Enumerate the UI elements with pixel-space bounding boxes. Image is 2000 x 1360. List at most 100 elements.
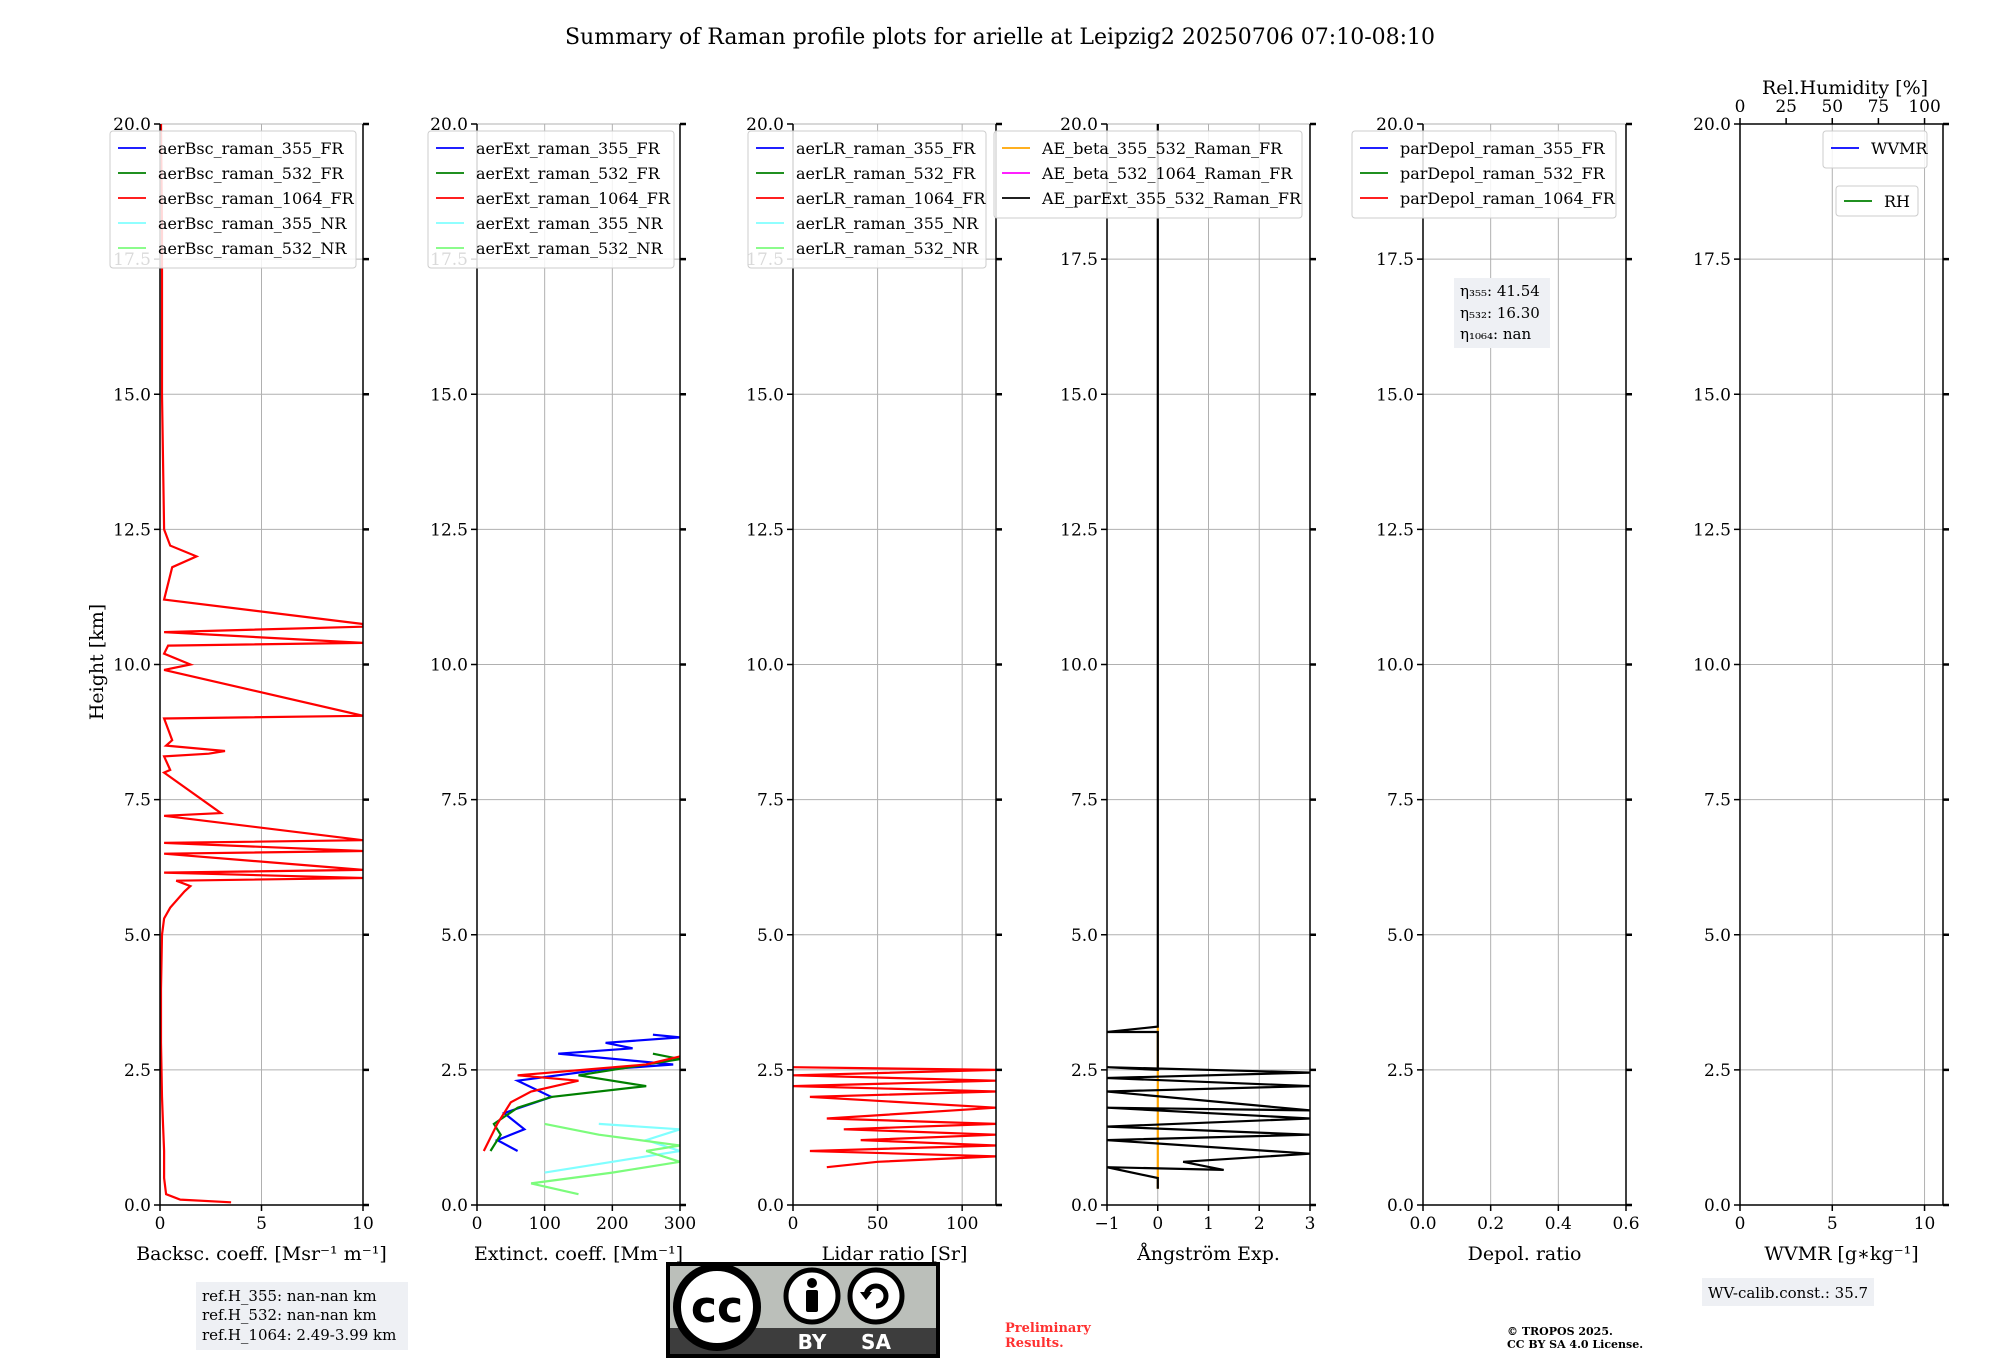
legend: parDepol_raman_355_FR parDepol_raman_532_…	[1351, 130, 1617, 219]
y-tick-label: 10.0	[113, 656, 151, 676]
y-tick-label: 12.5	[1060, 520, 1098, 540]
y-tick-label: 20.0	[1060, 115, 1098, 135]
series-line-aerExt_raman_1064_FR	[482, 1055, 680, 1152]
legend-entry: aerExt_raman_532_NR	[476, 239, 664, 258]
legend-entry: aerExt_raman_355_FR	[476, 139, 661, 158]
legend: aerBsc_raman_355_FR aerBsc_raman_532_FRae…	[109, 130, 357, 269]
y-tick-label: 2.5	[441, 1061, 468, 1081]
series-group	[793, 1066, 996, 1169]
x-tick-label: 50	[867, 1214, 889, 1234]
wv-calib-text: WV-calib.const.: 35.7	[1708, 1284, 1868, 1302]
series-group	[482, 1033, 680, 1196]
y-tick-label: 7.5	[1704, 791, 1731, 811]
y-tick-label: 12.5	[746, 520, 784, 540]
top-x-tick-label: 25	[1775, 97, 1797, 117]
license-sa-text: SA	[861, 1330, 891, 1354]
eta-1064-text: η₁₀₆₄: nan	[1460, 325, 1531, 343]
legend-entry: aerBsc_raman_355_NR	[158, 214, 347, 233]
y-tick-label: 10.0	[430, 656, 468, 676]
x-axis-label: Extinct. coeff. [Mm⁻¹]	[474, 1243, 683, 1265]
y-tick-label: 10.0	[1060, 656, 1098, 676]
panels: 0.02.55.07.510.012.515.017.520.00510Back…	[109, 77, 1949, 1265]
y-tick-label: 10.0	[1376, 656, 1414, 676]
y-tick-label: 0.0	[124, 1196, 151, 1216]
copyright-text-1: © TROPOS 2025.	[1507, 1325, 1613, 1338]
legend: aerLR_raman_355_FR aerLR_raman_532_FR aerL…	[747, 130, 987, 269]
y-tick-label: 2.5	[1071, 1061, 1098, 1081]
legend-entry: aerLR_raman_532_NR	[796, 239, 979, 258]
legend-entry: parDepol_raman_532_FR	[1400, 164, 1606, 183]
x-tick-label: 200	[596, 1214, 628, 1234]
series-group	[160, 124, 363, 1204]
top-x-tick-label: 75	[1868, 97, 1890, 117]
y-tick-label: 7.5	[757, 791, 784, 811]
top-x-tick-label: 50	[1821, 97, 1843, 117]
legend-entry: aerLR_raman_1064_FR	[796, 189, 986, 208]
x-tick-label: 0	[1152, 1214, 1163, 1234]
legend-entry: parDepol_raman_355_FR	[1400, 139, 1606, 158]
legend-entry: AE_beta_355_532_Raman_FR	[1041, 139, 1283, 158]
y-tick-label: 20.0	[113, 115, 151, 135]
x-axis-label: Depol. ratio	[1468, 1243, 1582, 1265]
y-tick-label: 12.5	[1693, 520, 1731, 540]
x-tick-label: 0	[472, 1214, 483, 1234]
license-by-text: BY	[798, 1330, 827, 1354]
legend-entry: aerLR_raman_355_NR	[796, 214, 979, 233]
series-line-aerExt_raman_532_NR	[530, 1122, 680, 1196]
legend-box	[427, 130, 675, 269]
y-tick-label: 10.0	[1693, 656, 1731, 676]
x-tick-label: 2	[1254, 1214, 1265, 1234]
top-x-tick-label: 0	[1735, 97, 1746, 117]
legend2-entry: RH	[1884, 192, 1910, 211]
x-tick-label: 100	[946, 1214, 978, 1234]
x-tick-label: 0	[1735, 1214, 1746, 1234]
legend-entry: aerBsc_raman_1064_FR	[158, 189, 355, 208]
y-tick-label: 15.0	[430, 385, 468, 405]
legend-entry: aerBsc_raman_355_FR	[158, 139, 344, 158]
x-tick-label: 300	[664, 1214, 696, 1234]
x-tick-label: 0.6	[1612, 1214, 1639, 1234]
x-tick-label: 5	[256, 1214, 267, 1234]
y-tick-label: 5.0	[1387, 926, 1414, 946]
top-x-axis-label: Rel.Humidity [%]	[1762, 77, 1928, 99]
legend-entry: aerLR_raman_355_FR	[796, 139, 976, 158]
y-tick-label: 2.5	[1704, 1061, 1731, 1081]
x-tick-label: 0.2	[1477, 1214, 1504, 1234]
panel-1: 0.02.55.07.510.012.515.017.520.00510Back…	[109, 115, 387, 1265]
series-line-aerBsc_raman_1064_FR	[160, 124, 363, 1204]
legend-box	[1351, 130, 1617, 219]
legend-entry: WVMR	[1871, 139, 1928, 158]
legend2-box	[1835, 185, 1919, 217]
y-tick-label: 5.0	[1071, 926, 1098, 946]
refh-532-text: ref.H_532: nan-nan km	[202, 1306, 377, 1324]
share-alike-icon	[847, 1267, 905, 1325]
legend-entry: aerExt_raman_1064_FR	[476, 189, 671, 208]
y-tick-label: 2.5	[757, 1061, 784, 1081]
y-tick-label: 12.5	[1376, 520, 1414, 540]
x-tick-label: 0.4	[1545, 1214, 1572, 1234]
y-tick-label: 17.5	[1060, 250, 1098, 270]
refh-355-text: ref.H_355: nan-nan km	[202, 1287, 377, 1305]
panel-4: 0.0 2.5 5.0 7.5 10.0 12.5 15.0 17.5 20.0 −1 0 1 2 3 Ån…	[993, 115, 1316, 1265]
series-group	[1107, 124, 1310, 1189]
y-tick-label: 12.5	[430, 520, 468, 540]
y-tick-label: 5.0	[757, 926, 784, 946]
series-line-aerExt_raman_355_NR	[544, 1122, 680, 1174]
y-tick-label: 5.0	[441, 926, 468, 946]
preliminary-text-2: Results.	[1005, 1336, 1064, 1351]
y-tick-label: 7.5	[1387, 791, 1414, 811]
y-tick-label: 5.0	[124, 926, 151, 946]
series-line-aerExt_raman_355_FR	[494, 1033, 680, 1152]
eta-info-box: η₃₅₅: 41.54 η₅₃₂: 16.30 η₁₀₆₄: nan	[1454, 278, 1550, 348]
y-tick-label: 2.5	[1387, 1061, 1414, 1081]
y-tick-label: 0.0	[1704, 1196, 1731, 1216]
y-tick-label: 15.0	[746, 385, 784, 405]
legend-box	[1822, 130, 1928, 169]
x-axis-label: Backsc. coeff. [Msr⁻¹ m⁻¹]	[136, 1243, 387, 1265]
y-tick-label: 0.0	[441, 1196, 468, 1216]
x-tick-label: 100	[528, 1214, 560, 1234]
y-axis-label: Height [km]	[86, 604, 108, 720]
top-x-tick-label: 100	[1908, 97, 1940, 117]
y-tick-label: 0.0	[1387, 1196, 1414, 1216]
attribution-person-icon	[783, 1267, 841, 1325]
